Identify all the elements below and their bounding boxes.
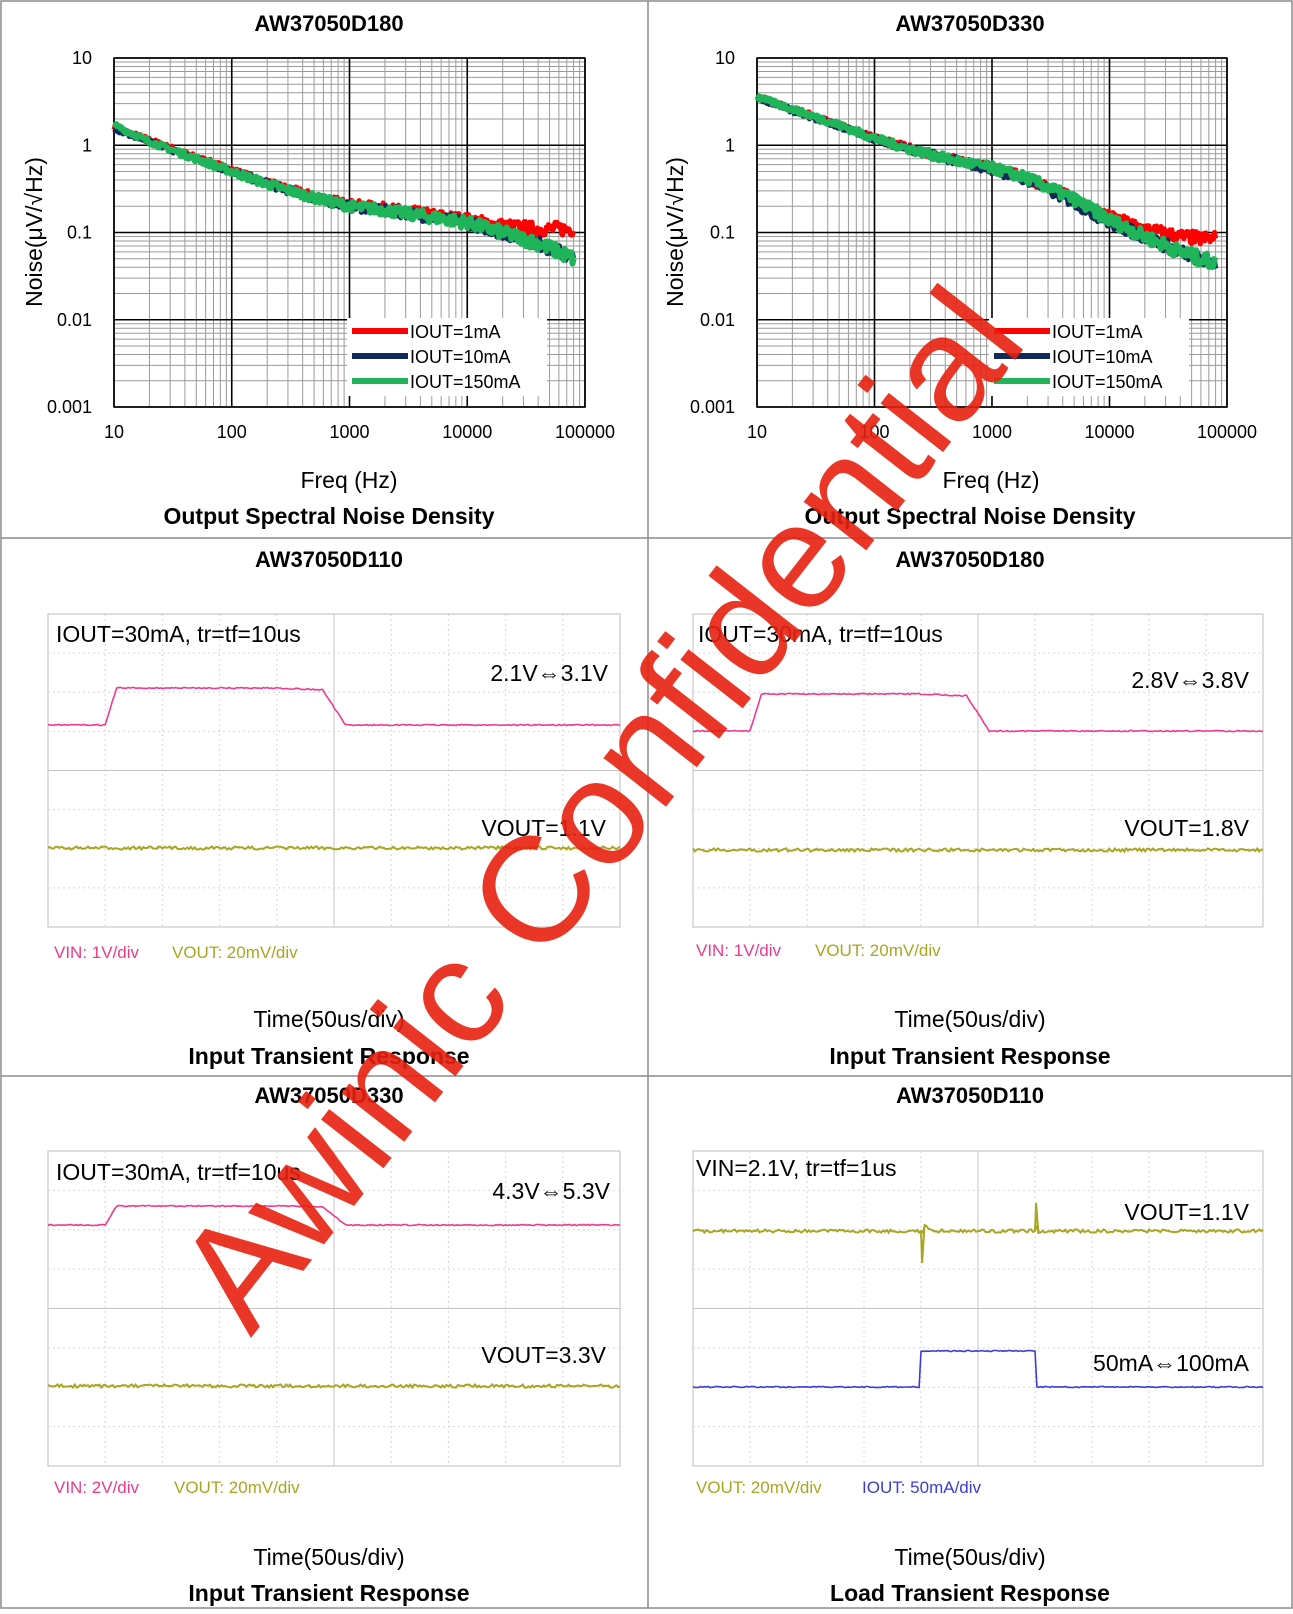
trace-label-vin: 2.1V⇔3.1V bbox=[490, 660, 608, 686]
scope-traces bbox=[47, 1204, 621, 1390]
legend-label: IOUT=1mA bbox=[410, 322, 501, 342]
iout-trace bbox=[692, 1349, 1264, 1389]
x-tick-label: 10000 bbox=[1084, 422, 1134, 442]
panel-title: AW37050D180 bbox=[895, 547, 1044, 572]
y-tick-label: 10 bbox=[715, 48, 735, 68]
vout-trace bbox=[692, 1202, 1264, 1264]
tick-labels: 10 100 1000 10000 100000 10 1 0.1 0.01 0.001 bbox=[690, 48, 1257, 442]
scope-grid bbox=[47, 613, 621, 928]
scope-traces bbox=[692, 692, 1264, 854]
y-tick-label: 1 bbox=[725, 135, 735, 155]
test-condition: IOUT=30mA, tr=tf=10us bbox=[698, 621, 943, 647]
x-axis-label: Freq (Hz) bbox=[942, 467, 1039, 493]
noise-series-group bbox=[111, 121, 577, 267]
y-tick-label: 1 bbox=[82, 135, 92, 155]
trace-label-vout: VOUT=1.1V bbox=[481, 815, 606, 841]
vin-trace bbox=[47, 686, 621, 727]
vin-trace bbox=[47, 1204, 621, 1227]
scope-grid bbox=[47, 1150, 621, 1467]
chart-caption: Input Transient Response bbox=[829, 1043, 1110, 1069]
trace-label-vout: VOUT=3.3V bbox=[481, 1342, 606, 1368]
y-axis-label: Noise(μV/√Hz) bbox=[21, 157, 47, 307]
x-tick-label: 100000 bbox=[1197, 422, 1257, 442]
panel-title: AW37050D330 bbox=[895, 11, 1044, 36]
scope-panel-4: IOUT=30mA, tr=tf=10us 4.3V⇔5.3V VOUT=3.3… bbox=[47, 1150, 621, 1606]
x-tick-label: 10 bbox=[747, 422, 767, 442]
x-axis-label: Freq (Hz) bbox=[300, 467, 397, 493]
legend-label: IOUT=150mA bbox=[410, 372, 521, 392]
tick-labels: 10 100 1000 10000 100000 10 1 0.1 0.01 0.001 bbox=[47, 48, 615, 442]
x-tick-label: 10000 bbox=[442, 422, 492, 442]
trace-label-vin: 2.8V⇔3.8V bbox=[1131, 667, 1249, 693]
legend-label: IOUT=1mA bbox=[1052, 322, 1143, 342]
trace-label-vout: VOUT=1.1V bbox=[1124, 1199, 1249, 1225]
y-axis-label: Noise(μV/√Hz) bbox=[662, 157, 688, 307]
x-axis-label: Time(50us/div) bbox=[253, 1544, 404, 1570]
panel-title: AW37050D180 bbox=[254, 11, 403, 36]
scope-traces bbox=[47, 686, 621, 852]
scale-label-2: VOUT: 20mV/div bbox=[174, 1478, 300, 1497]
trace-label-vout: VOUT=1.8V bbox=[1124, 815, 1249, 841]
scope-grid bbox=[692, 613, 1264, 928]
noise-chart-d180: 10 100 1000 10000 100000 10 1 0.1 0.01 0.001 Nois… bbox=[21, 48, 615, 529]
y-tick-label: 10 bbox=[72, 48, 92, 68]
vin-trace bbox=[692, 692, 1264, 733]
y-tick-label: 0.01 bbox=[57, 310, 92, 330]
scope-grid bbox=[692, 1150, 1264, 1467]
x-tick-label: 100 bbox=[859, 422, 889, 442]
legend-label: IOUT=150mA bbox=[1052, 372, 1163, 392]
scope-panel-2: IOUT=30mA, tr=tf=10us 2.1V⇔3.1V VOUT=1.1… bbox=[47, 613, 621, 1069]
y-tick-label: 0.1 bbox=[67, 223, 92, 243]
scope-panel-5: VIN=2.1V, tr=tf=1us VOUT=1.1V 50mA⇔100mA… bbox=[692, 1150, 1264, 1606]
trace-label-iout: 50mA⇔100mA bbox=[1093, 1350, 1250, 1376]
series-line bbox=[111, 121, 577, 267]
scope-traces bbox=[692, 1202, 1264, 1389]
chart-caption: Output Spectral Noise Density bbox=[163, 503, 494, 529]
scale-label-2: IOUT: 50mA/div bbox=[862, 1478, 982, 1497]
vout-trace bbox=[47, 1382, 621, 1390]
noise-series-group bbox=[754, 93, 1219, 271]
x-axis-label: Time(50us/div) bbox=[894, 1544, 1045, 1570]
scale-label-1: VOUT: 20mV/div bbox=[696, 1478, 822, 1497]
x-axis-label: Time(50us/div) bbox=[894, 1006, 1045, 1032]
panel-title: AW37050D330 bbox=[254, 1083, 403, 1108]
panel-title: AW37050D110 bbox=[255, 547, 403, 572]
chart-caption: Input Transient Response bbox=[188, 1043, 469, 1069]
vout-trace bbox=[47, 844, 621, 852]
noise-chart-d330: 10 100 1000 10000 100000 10 1 0.1 0.01 0.001 Nois… bbox=[662, 48, 1257, 529]
chart-caption: Output Spectral Noise Density bbox=[804, 503, 1135, 529]
x-axis-label: Time(50us/div) bbox=[253, 1006, 404, 1032]
x-tick-label: 100000 bbox=[555, 422, 615, 442]
vout-trace bbox=[692, 846, 1264, 854]
scale-label-2: VOUT: 20mV/div bbox=[172, 943, 298, 962]
x-tick-label: 100 bbox=[217, 422, 247, 442]
y-tick-label: 0.01 bbox=[700, 310, 735, 330]
scale-label-2: VOUT: 20mV/div bbox=[815, 941, 941, 960]
legend: IOUT=1mA IOUT=10mA IOUT=150mA bbox=[347, 318, 547, 396]
scale-label-1: VIN: 2V/div bbox=[54, 1478, 140, 1497]
trace-label-vin: 4.3V⇔5.3V bbox=[492, 1178, 610, 1204]
x-tick-label: 1000 bbox=[972, 422, 1012, 442]
legend: IOUT=1mA IOUT=10mA IOUT=150mA bbox=[989, 318, 1189, 396]
legend-label: IOUT=10mA bbox=[1052, 347, 1153, 367]
y-tick-label: 0.1 bbox=[710, 223, 735, 243]
x-tick-label: 1000 bbox=[329, 422, 369, 442]
scale-label-1: VIN: 1V/div bbox=[54, 943, 140, 962]
legend-label: IOUT=10mA bbox=[410, 347, 511, 367]
test-condition: IOUT=30mA, tr=tf=10us bbox=[56, 621, 301, 647]
chart-caption: Input Transient Response bbox=[188, 1580, 469, 1606]
scope-panel-3: IOUT=30mA, tr=tf=10us 2.8V⇔3.8V VOUT=1.8… bbox=[692, 613, 1264, 1069]
y-tick-label: 0.001 bbox=[47, 397, 92, 417]
chart-caption: Load Transient Response bbox=[830, 1580, 1110, 1606]
test-condition: VIN=2.1V, tr=tf=1us bbox=[696, 1155, 897, 1181]
series-line bbox=[754, 93, 1219, 271]
test-condition: IOUT=30mA, tr=tf=10us bbox=[56, 1159, 301, 1185]
y-tick-label: 0.001 bbox=[690, 397, 735, 417]
x-tick-label: 10 bbox=[104, 422, 124, 442]
scale-label-1: VIN: 1V/div bbox=[696, 941, 782, 960]
panel-title: AW37050D110 bbox=[896, 1083, 1044, 1108]
